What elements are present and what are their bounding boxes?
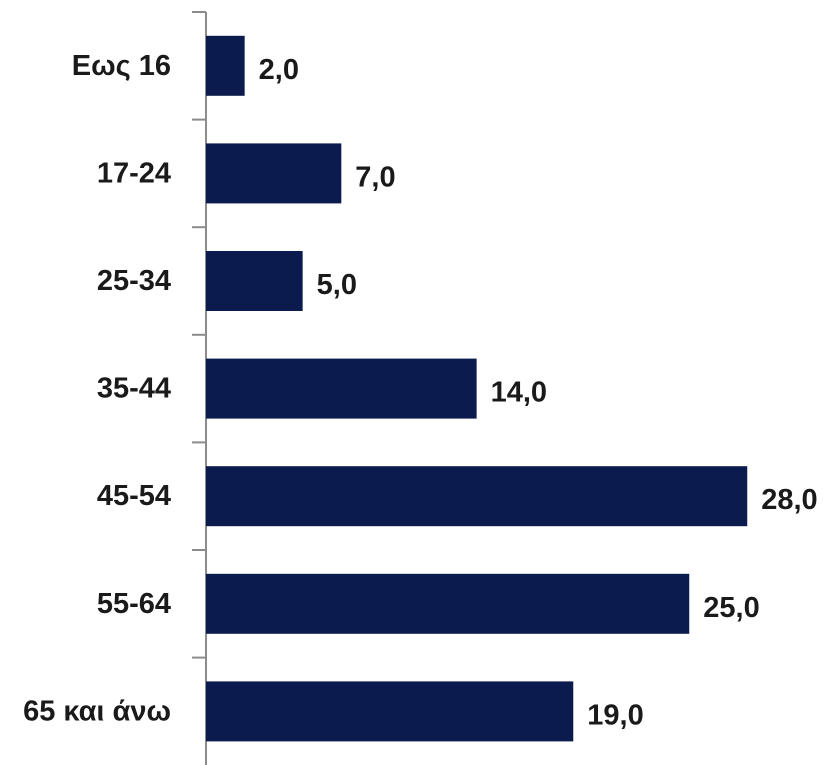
value-label: 28,0 — [761, 484, 817, 516]
bar-6 — [206, 573, 690, 634]
value-label: 5,0 — [317, 269, 357, 301]
category-label: 25-34 — [97, 265, 171, 297]
value-label: 25,0 — [703, 592, 759, 624]
labels-layer: Εως 16 2,0 17-24 7,0 25-34 5,0 35-44 14,0 45-54 2… — [23, 50, 818, 732]
value-label: 14,0 — [491, 377, 547, 409]
bar-7 — [206, 681, 574, 742]
bar-5 — [206, 466, 748, 527]
bar-4 — [206, 358, 477, 419]
category-label: 35-44 — [97, 373, 171, 405]
value-label: 2,0 — [259, 54, 299, 86]
bar-3 — [206, 251, 303, 311]
value-label: 19,0 — [587, 699, 643, 731]
category-label: 45-54 — [97, 480, 171, 512]
category-label: 17-24 — [97, 157, 171, 189]
category-label: 65 και άνω — [23, 695, 171, 727]
bars-layer — [206, 35, 748, 742]
bar-1 — [206, 35, 245, 96]
value-label: 7,0 — [355, 161, 395, 193]
category-label: 55-64 — [97, 588, 171, 620]
axis-layer — [192, 11, 207, 765]
category-label: Εως 16 — [72, 50, 171, 82]
bar-2 — [206, 143, 342, 204]
